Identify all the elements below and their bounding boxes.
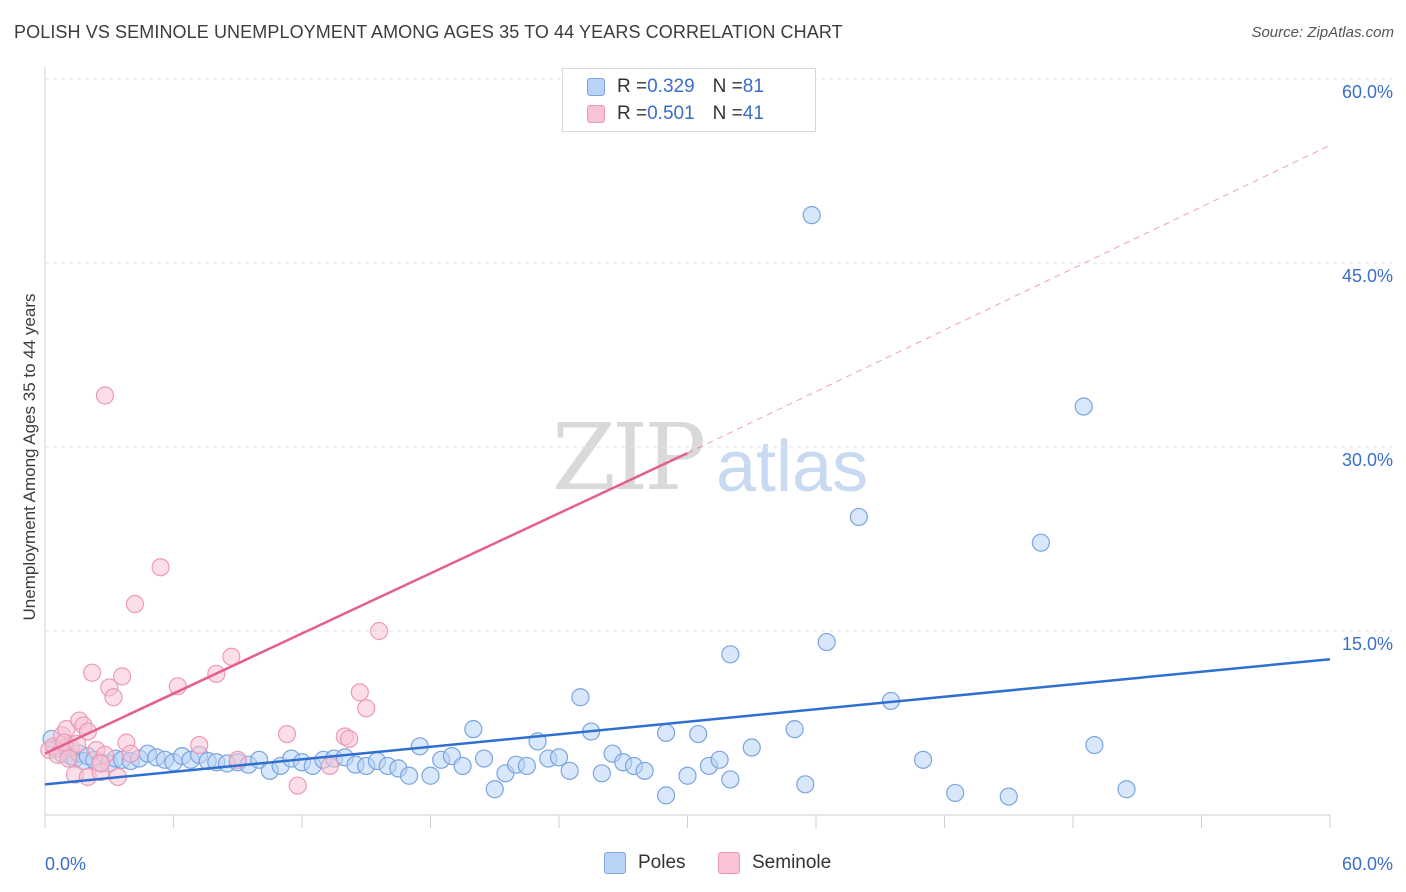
seminole-point bbox=[121, 744, 140, 763]
seminole-point bbox=[112, 667, 132, 686]
poles-point bbox=[721, 645, 740, 664]
seminole-point bbox=[288, 776, 307, 795]
poles-point bbox=[517, 756, 536, 776]
poles-point bbox=[817, 632, 836, 652]
poles-point bbox=[485, 780, 504, 799]
seminole-point bbox=[104, 688, 123, 707]
y-tick-label: 15.0% bbox=[1342, 634, 1393, 654]
seminole-point bbox=[151, 558, 170, 577]
seminole-point bbox=[91, 754, 110, 773]
seminole-swatch bbox=[587, 105, 605, 123]
y-tick-label: 30.0% bbox=[1342, 450, 1393, 470]
seminole-r-value: 0.501 bbox=[647, 103, 695, 124]
seminole-point bbox=[125, 594, 145, 614]
poles-point bbox=[678, 766, 697, 785]
poles-point bbox=[1117, 780, 1136, 799]
seminole-legend-swatch bbox=[718, 852, 740, 874]
correlation-legend: R = 0.329 N = 81 R = 0.501 N = 41 bbox=[562, 68, 816, 132]
legend-item-poles: Poles bbox=[604, 852, 686, 874]
poles-point bbox=[464, 720, 483, 739]
y-tick-label: 60.0% bbox=[1342, 82, 1393, 102]
seminole-point bbox=[59, 749, 78, 768]
watermark-atlas: atlas bbox=[716, 427, 869, 507]
poles-r-label: R = bbox=[617, 76, 648, 97]
poles-point bbox=[721, 770, 740, 789]
chart-title: POLISH VS SEMINOLE UNEMPLOYMENT AMONG AG… bbox=[14, 22, 843, 42]
seminole-point bbox=[95, 386, 115, 405]
y-tick-label: 45.0% bbox=[1342, 266, 1393, 286]
poles-legend-swatch bbox=[604, 852, 626, 874]
legend-item-seminole: Seminole bbox=[718, 852, 831, 874]
poles-point bbox=[796, 775, 815, 794]
poles-point bbox=[742, 738, 761, 757]
poles-trend-line bbox=[44, 657, 1331, 786]
seminole-point bbox=[357, 699, 376, 718]
poles-point bbox=[592, 764, 611, 783]
poles-point bbox=[999, 787, 1018, 806]
poles-point bbox=[1031, 533, 1050, 552]
poles-point bbox=[849, 507, 868, 527]
poles-swatch bbox=[587, 78, 605, 96]
poles-point bbox=[453, 756, 472, 776]
poles-r-value: 0.329 bbox=[647, 76, 695, 97]
poles-n-label: N = bbox=[712, 76, 743, 97]
poles-point bbox=[635, 761, 654, 780]
series-legend: Poles Seminole bbox=[0, 852, 1406, 876]
poles-point bbox=[946, 783, 965, 803]
poles-point bbox=[560, 761, 579, 780]
poles-point bbox=[913, 750, 933, 769]
seminole-legend-label: Seminole bbox=[752, 852, 832, 873]
seminole-n-value: 41 bbox=[742, 103, 764, 124]
seminole-trend-extension bbox=[687, 144, 1331, 454]
seminole-point bbox=[320, 756, 339, 776]
seminole-point bbox=[83, 663, 102, 682]
poles-point bbox=[710, 750, 729, 769]
seminole-point bbox=[370, 621, 389, 641]
poles-point bbox=[802, 206, 821, 225]
poles-point bbox=[399, 766, 419, 785]
poles-point bbox=[656, 786, 676, 805]
seminole-r-label: R = bbox=[617, 103, 648, 124]
poles-point bbox=[689, 724, 708, 744]
poles-legend-label: Poles bbox=[638, 852, 686, 873]
poles-point bbox=[656, 723, 676, 742]
x-tick-label: 0.0% bbox=[45, 854, 86, 874]
poles-point bbox=[1085, 735, 1104, 755]
source-label: Source: ZipAtlas.com bbox=[1251, 24, 1394, 41]
poles-n-value: 81 bbox=[742, 76, 764, 97]
seminole-point bbox=[350, 683, 369, 702]
legend-row-poles: R = 0.329 N = 81 bbox=[587, 74, 764, 100]
legend-row-seminole: R = 0.501 N = 41 bbox=[587, 101, 764, 127]
poles-point bbox=[1074, 397, 1093, 416]
x-tick-label: 60.0% bbox=[1342, 854, 1393, 874]
poles-point bbox=[421, 766, 440, 785]
poles-point bbox=[571, 688, 590, 707]
poles-point bbox=[549, 748, 569, 767]
poles-point bbox=[785, 720, 804, 739]
seminole-n-label: N = bbox=[712, 103, 743, 124]
seminole-point bbox=[340, 729, 359, 749]
seminole-point bbox=[190, 735, 209, 755]
seminole-point bbox=[277, 724, 297, 744]
seminole-trend-line bbox=[44, 452, 689, 755]
poles-point bbox=[474, 749, 494, 768]
y-axis-label: Unemployment Among Ages 35 to 44 years bbox=[20, 293, 39, 621]
